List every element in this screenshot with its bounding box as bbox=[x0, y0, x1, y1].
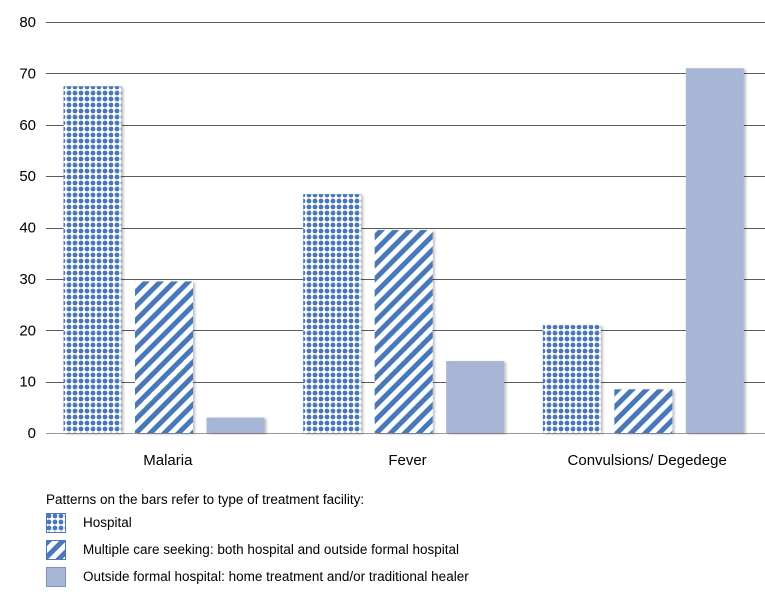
bar-diagonal-stripes-2 bbox=[614, 389, 673, 433]
bar-solid-2 bbox=[685, 68, 744, 434]
x-category-label: Convulsions/ Degedege bbox=[568, 452, 727, 469]
bar-dots-2 bbox=[542, 325, 601, 433]
legend-swatch-dots bbox=[46, 513, 66, 533]
bars bbox=[63, 68, 744, 434]
y-tick-label: 10 bbox=[19, 374, 36, 391]
x-category-label: Malaria bbox=[143, 452, 193, 469]
legend-label-multiple-care: Multiple care seeking: both hospital and… bbox=[83, 542, 459, 557]
bar-dots-0 bbox=[63, 86, 122, 433]
x-category-label: Fever bbox=[388, 452, 426, 469]
y-tick-label: 80 bbox=[19, 14, 36, 31]
legend-swatch-solid bbox=[46, 567, 66, 587]
y-tick-label: 0 bbox=[28, 425, 36, 442]
legend-item-multiple-care: Multiple care seeking: both hospital and… bbox=[46, 540, 459, 560]
y-tick-label: 50 bbox=[19, 168, 36, 185]
legend-label-hospital: Hospital bbox=[83, 515, 132, 530]
bar-solid-1 bbox=[446, 361, 505, 433]
y-tick-label: 60 bbox=[19, 117, 36, 134]
legend-label-outside-hospital: Outside formal hospital: home treatment … bbox=[83, 569, 469, 584]
y-tick-label: 20 bbox=[19, 322, 36, 339]
legend-item-hospital: Hospital bbox=[46, 513, 132, 533]
legend-title: Patterns on the bars refer to type of tr… bbox=[46, 492, 365, 507]
bar-diagonal-stripes-1 bbox=[374, 230, 433, 433]
x-axis-categories: Malaria Fever Convulsions/ Degedege bbox=[143, 452, 727, 469]
legend-item-outside-hospital: Outside formal hospital: home treatment … bbox=[46, 567, 469, 587]
legend-swatch-stripes bbox=[46, 540, 66, 560]
y-tick-label: 70 bbox=[19, 65, 36, 82]
y-tick-label: 40 bbox=[19, 220, 36, 237]
y-tick-label: 30 bbox=[19, 271, 36, 288]
bar-diagonal-stripes-0 bbox=[135, 281, 193, 433]
bar-chart: 0 10 20 30 40 50 60 70 80 Malaria Fever Convulsion… bbox=[19, 14, 765, 469]
bar-dots-1 bbox=[303, 194, 362, 433]
y-axis-ticks: 0 10 20 30 40 50 60 70 80 bbox=[19, 14, 36, 442]
bar-solid-0 bbox=[206, 417, 265, 433]
